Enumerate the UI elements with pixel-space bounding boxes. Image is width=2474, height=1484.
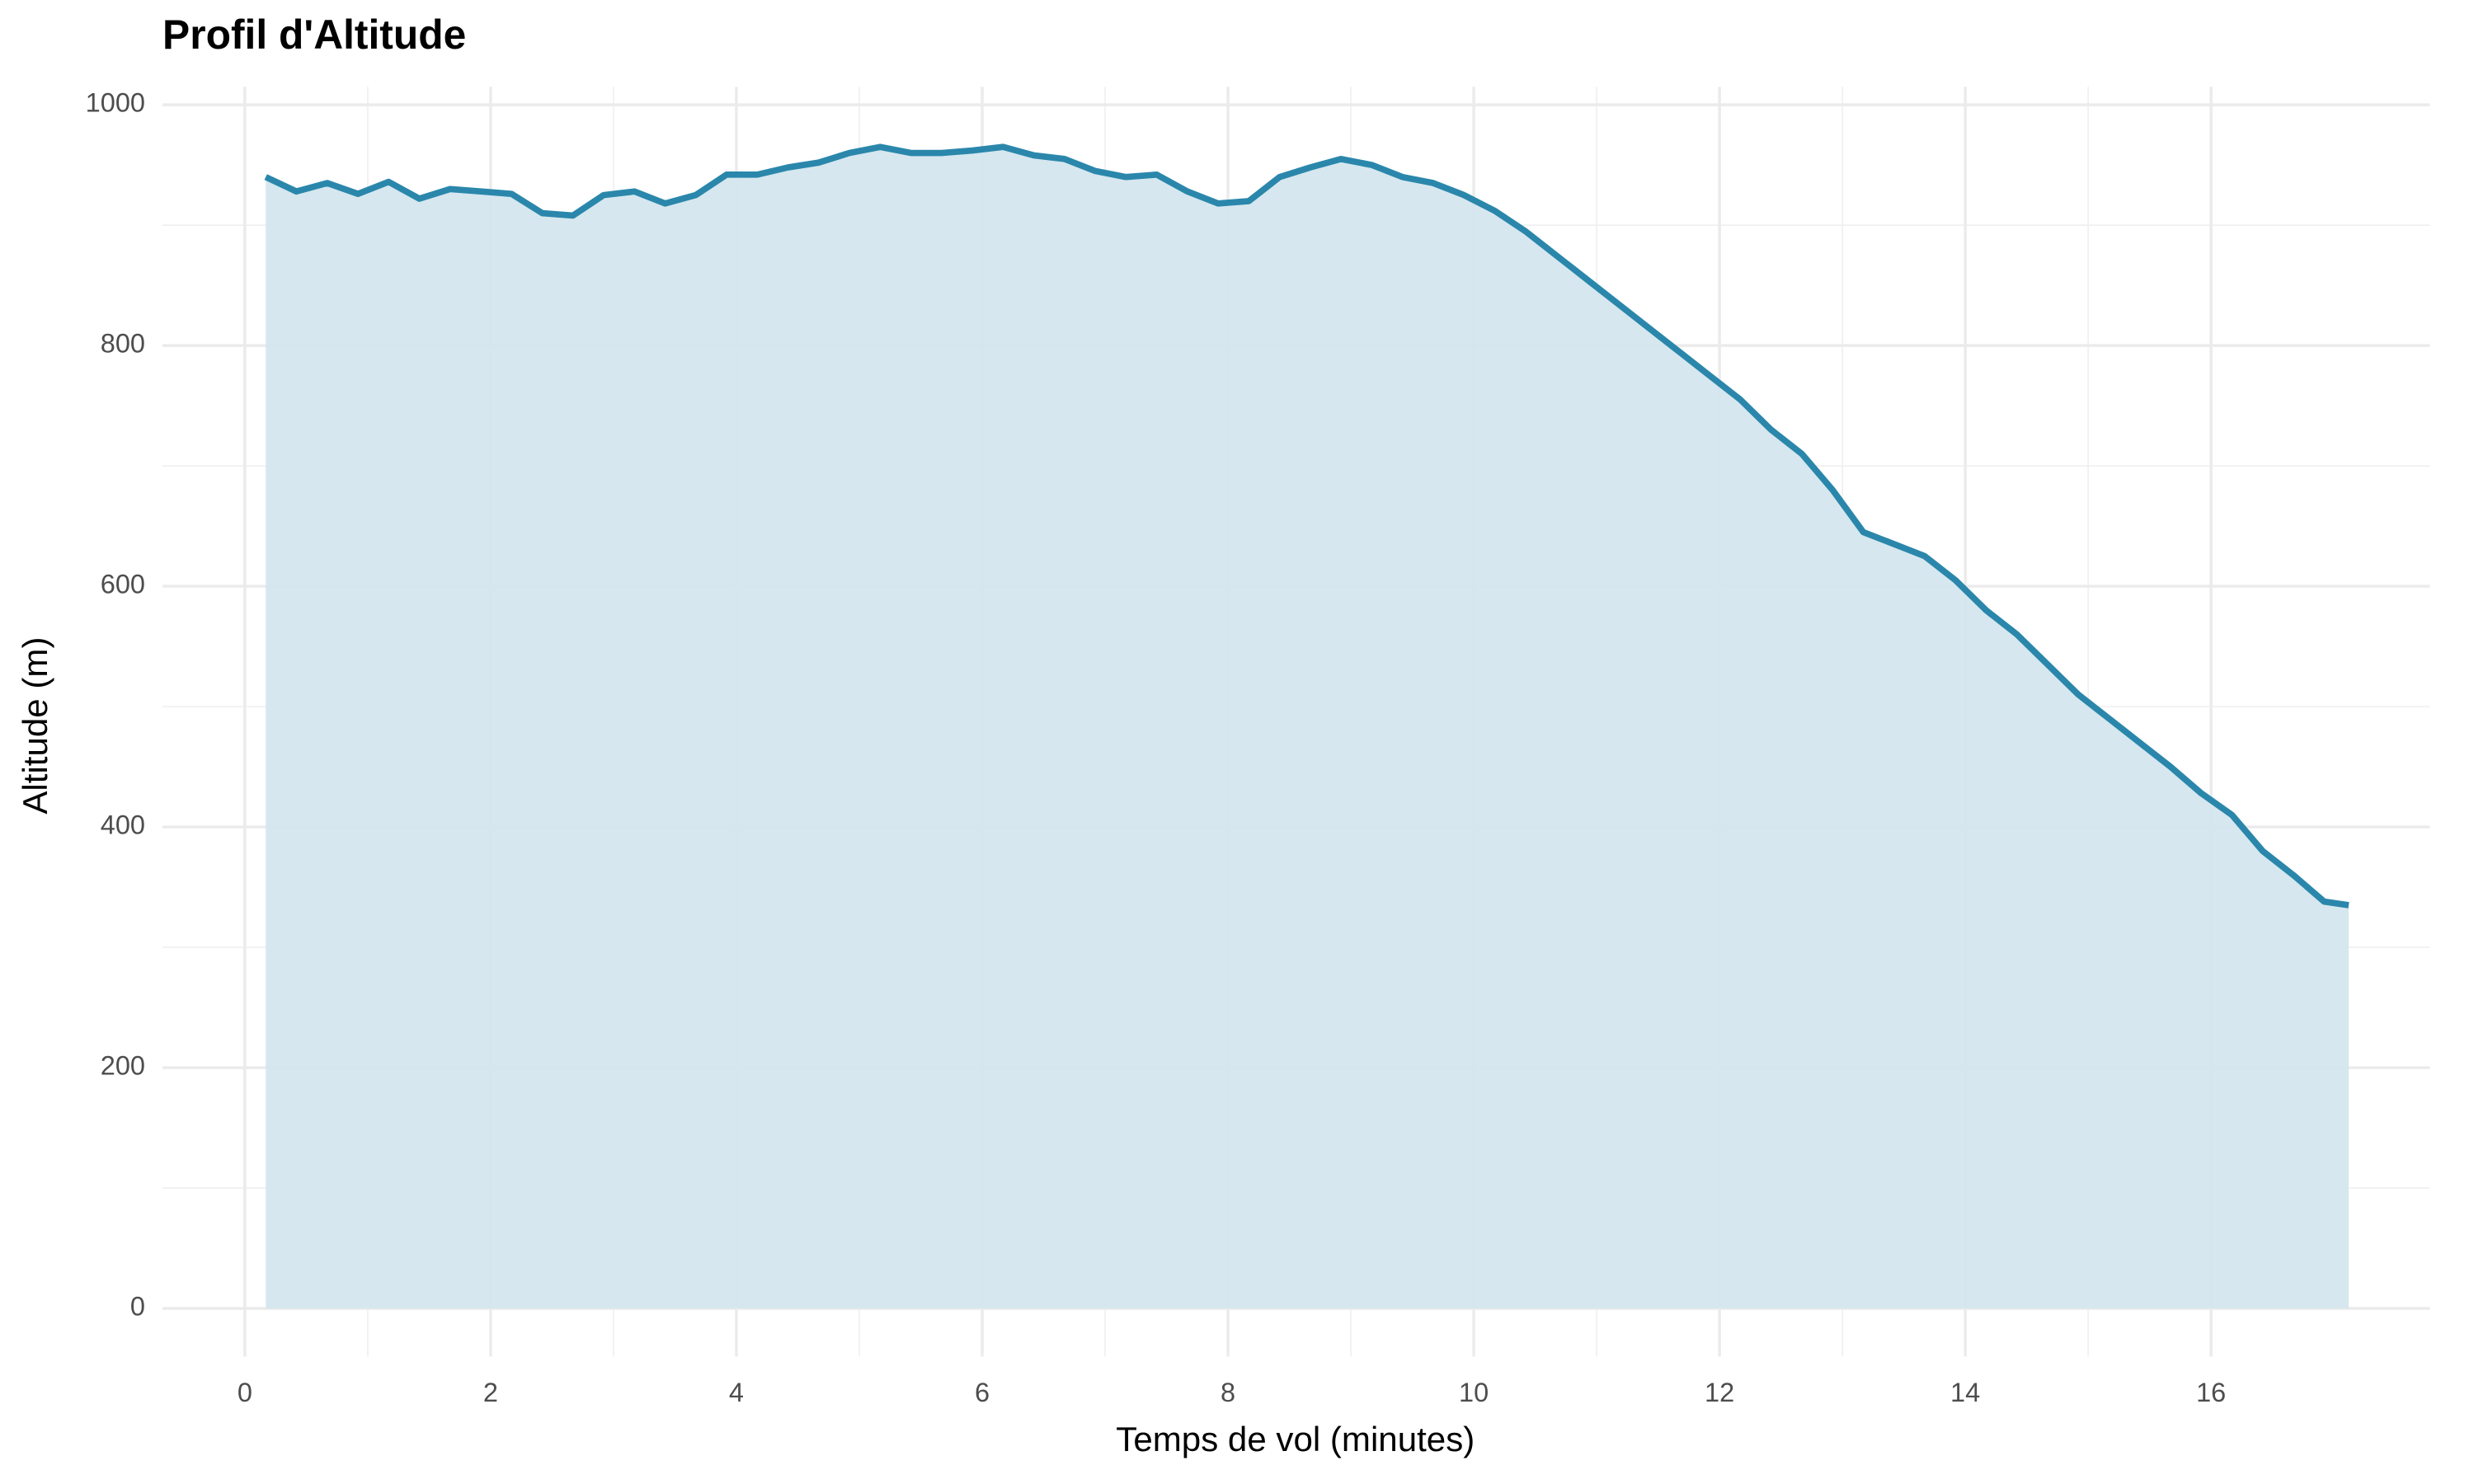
x-tick-label: 10 [1459,1378,1489,1407]
x-tick-label: 6 [975,1378,990,1407]
y-tick-label: 800 [101,329,145,359]
x-tick-label: 16 [2196,1378,2226,1407]
x-tick-label: 8 [1221,1378,1235,1407]
x-tick-label: 12 [1705,1378,1734,1407]
y-tick-label: 1000 [86,88,145,118]
altitude-line [264,143,2349,909]
y-tick-label: 200 [101,1051,145,1081]
x-tick-label: 0 [238,1378,252,1407]
x-tick-label: 2 [483,1378,498,1407]
x-axis-title: Temps de vol (minutes) [1116,1420,1475,1458]
area-fill [266,147,2349,1309]
x-tick-label: 14 [1950,1378,1980,1407]
chart-title: Profil d'Altitude [162,12,466,58]
y-tick-label: 600 [101,570,145,599]
y-tick-label: 0 [130,1292,145,1322]
y-tick-label: 400 [101,810,145,840]
y-axis-title: Altitude (m) [16,637,54,815]
x-tick-label: 4 [729,1378,744,1407]
